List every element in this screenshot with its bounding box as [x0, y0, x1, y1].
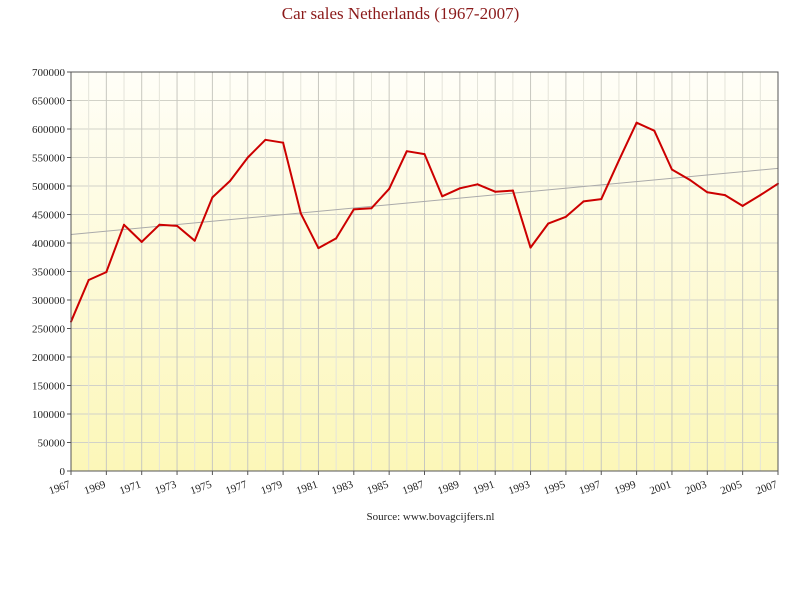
y-tick-label: 150000	[32, 381, 66, 393]
y-tick-label: 50000	[38, 438, 66, 450]
data-point	[123, 223, 126, 226]
x-tick-label: 1977	[224, 478, 249, 497]
x-tick-label: 2005	[719, 478, 744, 497]
y-tick-label: 500000	[32, 181, 66, 193]
data-point	[352, 208, 355, 211]
data-point	[246, 156, 249, 159]
data-point	[405, 150, 408, 153]
data-point	[476, 183, 479, 186]
data-point	[229, 179, 232, 182]
chart-title: Car sales Netherlands (1967-2007)	[281, 4, 520, 23]
x-tick-label: 1995	[542, 478, 567, 497]
data-point	[653, 129, 656, 132]
data-point	[423, 153, 426, 156]
data-point	[723, 194, 726, 197]
data-point	[317, 247, 320, 250]
data-point	[706, 191, 709, 194]
data-point	[741, 204, 744, 207]
data-point	[511, 189, 514, 192]
data-point	[564, 215, 567, 218]
x-tick-label: 1987	[401, 478, 426, 497]
data-point	[759, 194, 762, 197]
x-tick-label: 2007	[754, 478, 779, 497]
x-tick-label: 1981	[295, 479, 320, 498]
x-tick-label: 1983	[330, 478, 355, 497]
data-point	[299, 212, 302, 215]
data-point	[282, 141, 285, 144]
x-tick-label: 1979	[259, 478, 284, 497]
y-tick-label: 300000	[32, 295, 66, 307]
x-tick-label: 1971	[118, 479, 143, 498]
data-point	[688, 178, 691, 181]
y-tick-label: 0	[60, 466, 66, 478]
x-tick-label: 1999	[613, 478, 638, 497]
y-tick-label: 450000	[32, 210, 66, 222]
x-tick-label: 1973	[153, 478, 178, 497]
y-tick-label: 400000	[32, 238, 66, 250]
data-point	[670, 168, 673, 171]
data-point	[635, 121, 638, 124]
data-point	[529, 246, 532, 249]
x-tick-label: 1969	[83, 478, 108, 497]
data-point	[494, 190, 497, 193]
data-point	[140, 240, 143, 243]
series-lines	[70, 121, 779, 323]
y-tick-label: 100000	[32, 409, 66, 421]
trendline	[70, 167, 779, 235]
chart-source: Source: www.bovagcijfers.nl	[366, 511, 495, 523]
data-point	[335, 237, 338, 240]
data-point	[158, 223, 161, 226]
data-point	[388, 187, 391, 190]
x-tick-label: 1985	[365, 478, 390, 497]
data-point	[176, 224, 179, 227]
x-tick-label: 1997	[577, 478, 602, 497]
data-point	[370, 207, 373, 210]
trendline-path	[70, 167, 779, 235]
grid-lines	[71, 71, 778, 472]
y-tick-label: 250000	[32, 324, 66, 336]
data-point	[600, 198, 603, 201]
x-tick-label: 1975	[189, 478, 214, 497]
data-point	[441, 195, 444, 198]
x-tick-label: 1993	[507, 478, 532, 497]
x-axis-ticks: 1967 1969 1971 1973 1975 1977 1979 1981 1983 1985…	[47, 471, 779, 497]
x-tick-label: 1989	[436, 478, 461, 497]
data-point	[264, 138, 267, 141]
data-point	[458, 187, 461, 190]
x-tick-label: 2001	[648, 479, 673, 498]
data-point	[617, 159, 620, 162]
data-point	[87, 279, 90, 282]
data-point	[105, 271, 108, 274]
y-axis-ticks: 0 50000 100000 150000 200000 250000 300000 3500…	[32, 67, 71, 478]
x-tick-label: 1991	[471, 479, 496, 498]
data-point	[547, 222, 550, 225]
y-tick-label: 600000	[32, 124, 66, 136]
x-tick-label: 2003	[684, 478, 709, 497]
y-tick-label: 350000	[32, 267, 66, 279]
data-point	[193, 239, 196, 242]
y-tick-label: 650000	[32, 96, 66, 108]
y-tick-label: 700000	[32, 67, 66, 79]
x-tick-label: 1967	[47, 478, 72, 497]
y-tick-label: 550000	[32, 153, 66, 165]
y-tick-label: 200000	[32, 352, 66, 364]
data-point	[211, 196, 214, 199]
data-point	[582, 200, 585, 203]
